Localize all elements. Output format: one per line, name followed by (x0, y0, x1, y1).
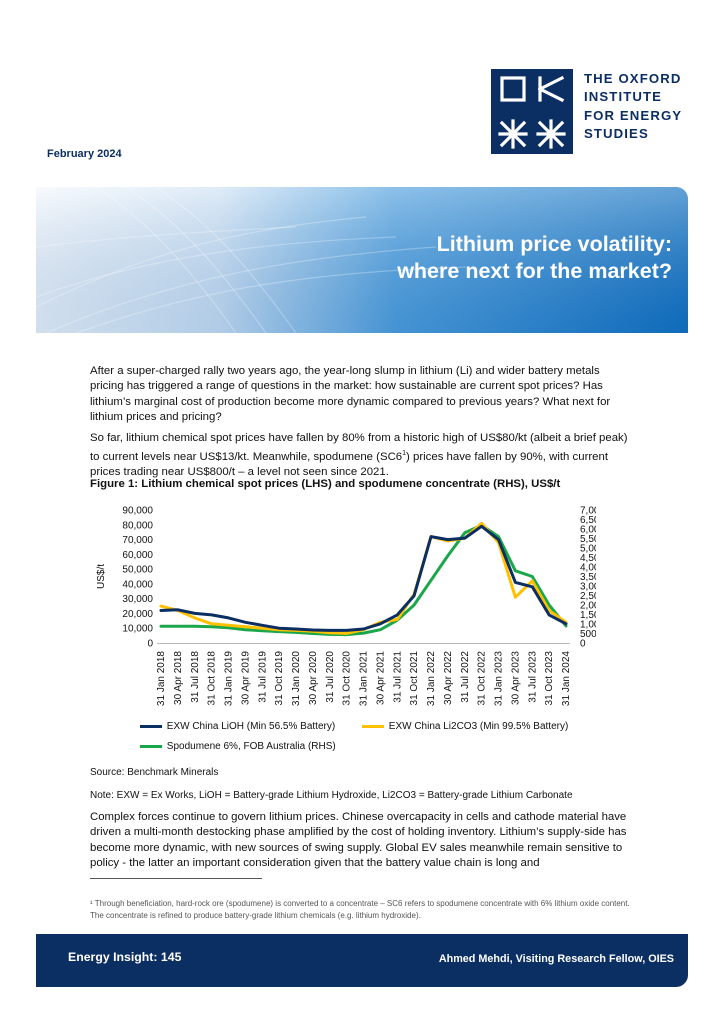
y-right-tick-label: 3,500 (580, 572, 596, 583)
context-paragraph: Complex forces continue to govern lithiu… (90, 811, 627, 869)
oies-logo-icon (498, 75, 566, 149)
legend-swatch-lioh (140, 724, 162, 728)
y-left-tick-label: 40,000 (122, 579, 153, 590)
x-tick-label: 30 Apr 2021 (375, 651, 386, 705)
x-tick-label: 31 Jan 2020 (291, 651, 302, 706)
x-tick-label: 31 Oct 2018 (207, 651, 218, 706)
publication-date: February 2024 (47, 148, 122, 160)
footnote-ref[interactable]: 1 (402, 450, 407, 458)
footnote-divider (90, 878, 262, 879)
y-left-tick-label: 90,000 (122, 506, 153, 517)
author-credit: Ahmed Mehdi, Visiting Research Fellow, O… (438, 953, 674, 965)
x-tick-label: 31 Jan 2022 (426, 651, 437, 706)
y-right-tick-label: 2,000 (580, 601, 596, 612)
y-left-tick-label: 10,000 (122, 624, 153, 635)
y-right-tick-label: 2,500 (580, 591, 596, 602)
page-footer: Energy Insight: 145 Ahmed Mehdi, Visitin… (36, 934, 688, 987)
y-right-tick-label: 500 (580, 629, 596, 640)
document-headline: Lithium price volatility: where next for… (397, 231, 672, 285)
series-line-lioh (159, 524, 568, 632)
y-right-tick-label: 1,000 (580, 620, 596, 631)
y-left-tick-label: 80,000 (122, 520, 153, 531)
y-right-tick-label: 0 (580, 639, 586, 650)
legend-label-spodumene: Spodumene 6%, FOB Australia (RHS) (166, 741, 336, 752)
y-right-tick-label: 5,500 (580, 534, 596, 545)
x-tick-label: 30 Apr 2019 (240, 651, 251, 705)
x-tick-label: 31 Jul 2022 (460, 651, 471, 703)
figure-title: Figure 1: Lithium chemical spot prices (… (90, 478, 561, 490)
y-left-tick-label: 60,000 (122, 550, 153, 561)
y-right-tick-label: 7,000 (580, 506, 596, 517)
x-tick-label: 31 Jul 2020 (325, 651, 336, 703)
y-right-tick-label: 4,500 (580, 553, 596, 564)
y-right-tick-label: 4,000 (580, 563, 596, 574)
intro-paragraph: After a super-charged rally two years ag… (90, 365, 611, 423)
x-tick-label: 31 Jan 2024 (561, 651, 572, 706)
legend-swatch-li2co3 (362, 724, 384, 728)
x-tick-label: 31 Jul 2021 (392, 651, 403, 703)
footnote-text: ¹ Through beneficiation, hard-rock ore (… (90, 899, 630, 920)
y-right-tick-label: 6,000 (580, 525, 596, 536)
legend-swatch-spodumene (140, 744, 162, 748)
legend-item-li2co3: EXW China Li2CO3 (Min 99.5% Battery) (362, 721, 568, 732)
y-right-tick-label: 6,500 (580, 515, 596, 526)
y-left-tick-label: 50,000 (122, 565, 153, 576)
legend-label-lioh: EXW China LiOH (Min 56.5% Battery) (166, 721, 336, 732)
y-left-tick-label: 0 (147, 639, 153, 650)
x-tick-label: 31 Jan 2023 (494, 651, 505, 706)
y-left-tick-label: 20,000 (122, 609, 153, 620)
price-paragraph: So far, lithium chemical spot prices hav… (90, 431, 633, 481)
x-tick-label: 31 Oct 2023 (544, 651, 555, 706)
figure-source: Source: Benchmark Minerals (90, 767, 219, 778)
x-tick-label: 31 Oct 2019 (274, 651, 285, 706)
x-tick-label: 30 Apr 2023 (510, 651, 521, 705)
org-name-line: INSTITUTE (584, 89, 663, 105)
legend-label-li2co3: EXW China Li2CO3 (Min 99.5% Battery) (388, 721, 569, 732)
x-tick-label: 31 Jul 2023 (527, 651, 538, 703)
price-paragraph-text-a: So far, lithium chemical spot prices hav… (90, 432, 628, 464)
title-banner: Lithium price volatility: where next for… (36, 187, 688, 333)
headline-line-1: Lithium price volatility: (436, 232, 672, 256)
x-tick-label: 31 Jan 2018 (156, 651, 167, 706)
y-right-tick-label: 1,500 (580, 610, 596, 621)
x-tick-label: 31 Jan 2021 (359, 651, 370, 706)
legend-item-lioh: EXW China LiOH (Min 56.5% Battery) (140, 721, 335, 732)
x-tick-label: 30 Apr 2022 (443, 651, 454, 705)
x-tick-label: 31 Jul 2019 (257, 651, 268, 703)
x-tick-label: 31 Oct 2022 (477, 651, 488, 706)
price-chart: 90,000 80,000 70,000 60,000 50,000 40,000 30,0… (96, 506, 596, 707)
y-left-tick-label: 30,000 (122, 594, 153, 605)
org-name: THE OXFORD INSTITUTE FOR ENERGY STUDIES (584, 70, 704, 143)
x-tick-label: 31 Jan 2019 (224, 651, 235, 706)
y-right-tick-label: 3,000 (580, 582, 596, 593)
oies-logo-mark (491, 69, 573, 154)
x-tick-label: 30 Apr 2020 (308, 651, 319, 705)
figure-note: Note: EXW = Ex Works, LiOH = Battery-gra… (90, 790, 573, 801)
y-left-tick-label: 70,000 (122, 535, 153, 546)
org-name-line: THE OXFORD (584, 71, 682, 86)
legend-item-spodumene: Spodumene 6%, FOB Australia (RHS) (140, 741, 336, 752)
y-right-tick-label: 5,000 (580, 544, 596, 555)
banner-background (36, 187, 688, 333)
series-line-spodumene (159, 523, 568, 637)
y-left-axis-title: US$/t (96, 564, 107, 589)
x-tick-label: 31 Oct 2020 (342, 651, 353, 706)
x-tick-label: 30 Apr 2018 (173, 651, 184, 705)
price-paragraph-text-b: ) prices have fallen by 90%, with curren… (90, 451, 609, 479)
x-tick-label: 31 Oct 2021 (409, 651, 420, 706)
x-tick-label: 31 Jul 2018 (190, 651, 201, 703)
series-label: Energy Insight: 145 (68, 950, 182, 964)
headline-line-2: where next for the market? (397, 259, 672, 283)
org-name-line: STUDIES (584, 125, 649, 141)
org-name-line: FOR ENERGY (584, 107, 683, 123)
